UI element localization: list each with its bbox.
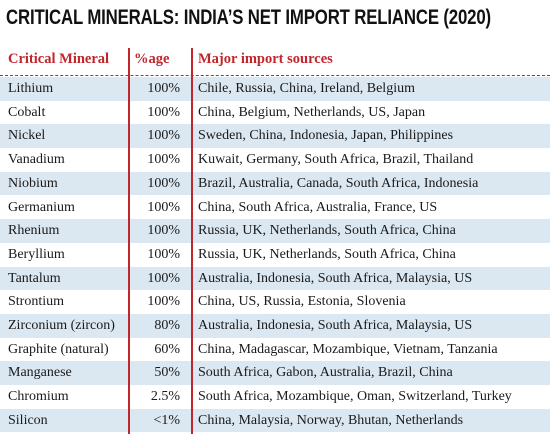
mineral-cell: Vanadium bbox=[8, 152, 65, 168]
percentage-cell: 50% bbox=[154, 365, 180, 381]
percentage-cell: 60% bbox=[154, 341, 180, 357]
percentage-cell: 100% bbox=[147, 246, 180, 262]
percentage-cell: 100% bbox=[147, 152, 180, 168]
import-sources-cell: Kuwait, Germany, South Africa, Brazil, T… bbox=[198, 152, 474, 168]
mineral-cell: Nickel bbox=[8, 128, 46, 144]
mineral-cell: Cobalt bbox=[8, 104, 46, 120]
import-sources-cell: China, Belgium, Netherlands, US, Japan bbox=[198, 104, 426, 120]
import-sources-cell: Sweden, China, Indonesia, Japan, Philipp… bbox=[198, 128, 454, 144]
table-row: Germanium 100% China, South Africa, Austra… bbox=[0, 196, 550, 220]
import-sources-cell: China, US, Russia, Estonia, Slovenia bbox=[198, 294, 406, 310]
title: CRITICAL MINERALS: INDIA’S NET IMPORT RE… bbox=[6, 6, 491, 29]
import-sources-cell: South Africa, Mozambique, Oman, Switzerl… bbox=[198, 389, 512, 405]
percentage-cell: 80% bbox=[154, 318, 180, 333]
mineral-cell: Tantalum bbox=[8, 270, 61, 286]
table-row: Lithium 100% Chile, Russia, China, Ireland… bbox=[0, 77, 550, 101]
percentage-cell: 100% bbox=[147, 175, 180, 191]
import-sources-cell: Russia, UK, Netherlands, South Africa, C… bbox=[198, 223, 456, 239]
mineral-cell: Beryllium bbox=[8, 246, 65, 262]
import-sources-cell: China, Malaysia, Norway, Bhutan, Netherl… bbox=[198, 412, 464, 428]
table-row: Manganese 50% South Africa, Gabon, Austral… bbox=[0, 361, 550, 386]
column-header: %age bbox=[134, 51, 170, 67]
table-row: Zirconium (zircon) 80% Australia, Indonesi… bbox=[0, 314, 550, 338]
percentage-cell: 100% bbox=[147, 294, 180, 310]
import-sources-cell: Australia, Indonesia, South Africa, Mala… bbox=[198, 270, 473, 286]
import-sources-cell: South Africa, Gabon, Australia, Brazil, … bbox=[198, 365, 453, 381]
table-row: Nickel 100% Sweden, China, Indonesia, Japa… bbox=[0, 124, 550, 149]
table-row: Silicon <1% China, Malaysia, Norway, Bhuta… bbox=[0, 408, 550, 433]
table-row: Beryllium 100% Russia, UK, Netherlands, So… bbox=[0, 243, 550, 267]
column-header: Critical Mineral bbox=[8, 51, 110, 67]
import-sources-cell: Chile, Russia, China, Ireland, Belgium bbox=[198, 81, 415, 96]
column-divider bbox=[128, 48, 130, 434]
table-row: Tantalum 100% Australia, Indonesia, South … bbox=[0, 266, 550, 291]
mineral-cell: Manganese bbox=[8, 365, 72, 381]
table-row: Niobium 100% Brazil, Australia, Canada, So… bbox=[0, 171, 550, 196]
table-row: Cobalt 100% China, Belgium, Netherlands, U… bbox=[0, 101, 550, 125]
table-row: Rhenium 100% Russia, UK, Netherlands, Sout… bbox=[0, 219, 550, 243]
percentage-cell: 100% bbox=[147, 104, 180, 120]
percentage-cell: <1% bbox=[153, 412, 180, 428]
mineral-cell: Rhenium bbox=[8, 223, 60, 239]
header-row: Critical Mineral %age Major import sources bbox=[0, 48, 550, 72]
percentage-cell: 2.5% bbox=[150, 389, 180, 405]
percentage-cell: 100% bbox=[147, 223, 180, 239]
import-sources-cell: Russia, UK, Netherlands, South Africa, C… bbox=[198, 246, 456, 262]
mineral-cell: Zirconium (zircon) bbox=[8, 318, 115, 333]
mineral-cell: Strontium bbox=[8, 294, 65, 310]
mineral-cell: Niobium bbox=[8, 175, 58, 191]
mineral-cell: Lithium bbox=[8, 81, 54, 96]
percentage-cell: 100% bbox=[147, 199, 180, 215]
table-row: Graphite (natural) 60% China, Madagascar, … bbox=[0, 338, 550, 362]
table-row: Vanadium 100% Kuwait, Germany, South Afric… bbox=[0, 148, 550, 172]
import-sources-cell: China, Madagascar, Mozambique, Vietnam, … bbox=[198, 341, 498, 357]
column-header: Major import sources bbox=[198, 51, 333, 67]
header-rule bbox=[0, 75, 550, 76]
mineral-cell: Graphite (natural) bbox=[8, 341, 109, 357]
mineral-cell: Germanium bbox=[8, 199, 75, 215]
table-row: Strontium 100% China, US, Russia, Estonia,… bbox=[0, 290, 550, 314]
percentage-cell: 100% bbox=[147, 270, 180, 286]
import-sources-cell: Australia, Indonesia, South Africa, Mala… bbox=[198, 318, 473, 333]
import-sources-cell: Brazil, Australia, Canada, South Africa,… bbox=[198, 175, 479, 191]
column-divider bbox=[191, 48, 193, 434]
table-row: Chromium 2.5% South Africa, Mozambique, Om… bbox=[0, 385, 550, 409]
percentage-cell: 100% bbox=[147, 128, 180, 144]
mineral-cell: Silicon bbox=[8, 412, 48, 428]
mineral-cell: Chromium bbox=[8, 389, 69, 405]
import-sources-cell: China, South Africa, Australia, France, … bbox=[198, 199, 438, 215]
percentage-cell: 100% bbox=[147, 81, 180, 96]
